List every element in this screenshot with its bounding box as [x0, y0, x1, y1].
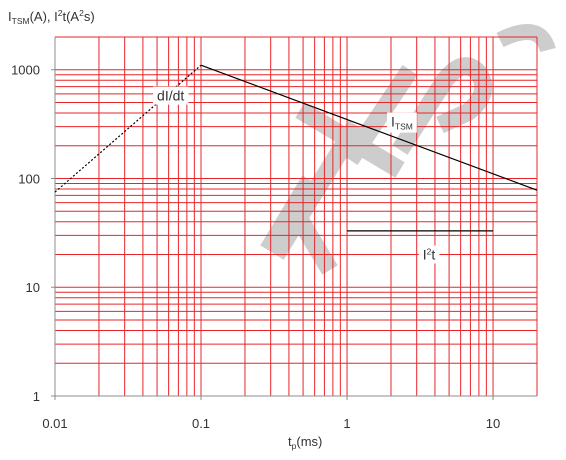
watermark [260, 24, 556, 275]
label-i2t: I2t [418, 245, 440, 264]
label-didt-text: dI/dt [157, 88, 184, 104]
series-group [54, 64, 538, 232]
tick-labels: 0.01 0.1 1 10 1 10 100 1000 [11, 63, 500, 431]
series-line-didt [54, 64, 202, 193]
label-i2t-text: I2t [423, 246, 436, 262]
x-tick-label: 1 [343, 416, 350, 431]
y-tick-label: 10 [26, 280, 40, 295]
x-tick-label: 0.01 [42, 416, 67, 431]
y-tick-label: 1000 [11, 63, 40, 78]
axes [51, 37, 537, 400]
x-tick-label: 10 [486, 416, 500, 431]
label-didt: dI/dt [153, 86, 189, 105]
y-tick-label: 100 [18, 171, 40, 186]
series-line-itsm [200, 64, 538, 191]
x-axis-title: tp(ms) [288, 434, 322, 451]
y-axis-title: ITSM(A), I2t(A2s) [8, 8, 95, 26]
label-itsm-text: ITSM [391, 114, 413, 132]
label-itsm: ITSM [386, 112, 417, 133]
x-tick-label: 0.1 [192, 416, 210, 431]
y-tick-label: 1 [33, 389, 40, 404]
